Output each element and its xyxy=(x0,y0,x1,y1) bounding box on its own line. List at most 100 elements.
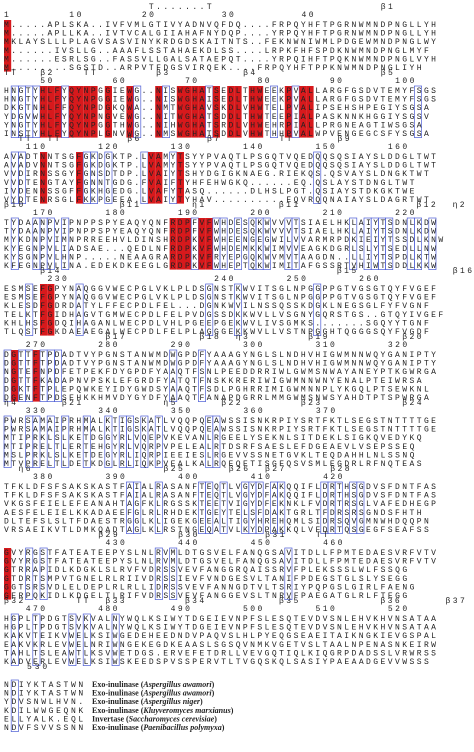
sequence: VVDIRNSSGYFGNSDTDP.LVAIYTSHYDGIGKNAEG.RI… xyxy=(4,170,429,179)
identical-column xyxy=(76,152,84,204)
similar-column xyxy=(10,217,19,270)
identical-column xyxy=(47,86,55,138)
similar-column xyxy=(234,283,242,336)
similar-column xyxy=(154,547,163,600)
similar-column xyxy=(104,151,113,204)
similar-column xyxy=(133,481,142,534)
similar-column xyxy=(313,151,322,204)
ruler: 470 480 490 500 510 520 xyxy=(4,605,407,614)
similar-column xyxy=(349,217,358,270)
sequence: KLESDFGDRDATYLFFECPDLFEL...DGNKWVILNSSQS… xyxy=(4,302,429,311)
ruler: 170 180 190 200 210 220 xyxy=(4,209,415,218)
similar-column xyxy=(126,415,134,468)
identical-column xyxy=(11,350,19,402)
sequence: DLTEFSLSLTFDAESTRGGLKLIGEKGEEALTIGYHREHQ… xyxy=(4,517,429,526)
similar-column xyxy=(270,85,278,138)
similar-column xyxy=(277,481,286,534)
ruler: 50 60 70 80 90 100 xyxy=(4,77,415,86)
identical-column xyxy=(47,284,55,336)
similar-column xyxy=(3,415,12,468)
identical-column xyxy=(54,86,62,138)
sequence: IVDENNSSGFFGKHGEDG.LVAFYTASQ......DLHSLP… xyxy=(4,187,415,196)
similar-column xyxy=(61,415,70,468)
ruler: 330 340 350 360 370 xyxy=(4,407,335,416)
similar-column xyxy=(82,415,91,468)
sequence: DGKTFTPLEPQWKEYIDYGWDSYAAQTFSDLPGHRRIMIG… xyxy=(4,385,429,394)
identical-column xyxy=(184,86,192,138)
sequence: GGTSRSVDLELDEPLRLRLLIDRSSVEVFANNGDTVLTSR… xyxy=(4,583,415,592)
sequence: TLQSTFGKDAEAEGALWECPDLFELPLAGGGEKKWVLLVS… xyxy=(4,328,429,337)
similar-column xyxy=(111,613,120,666)
ruler: 1 10 20 30 40 xyxy=(4,11,314,20)
identical-column xyxy=(40,284,48,336)
identical-column xyxy=(169,218,177,270)
similar-column xyxy=(334,481,343,534)
identical-column xyxy=(4,548,12,600)
sequence: VYDTENRSGLFKKPGEEA.LVAIYTYHAV..........E… xyxy=(4,196,429,205)
organism: Kluyveromyces marxianus xyxy=(142,706,230,715)
similar-column xyxy=(54,349,62,402)
paren: ) xyxy=(214,714,217,723)
identical-column xyxy=(104,86,112,138)
protein-name: Exo-inulinase xyxy=(92,689,139,698)
identical-column xyxy=(306,86,314,138)
protein-name: Invertase xyxy=(92,714,124,723)
identical-column xyxy=(90,86,98,138)
similar-column xyxy=(68,613,77,666)
paren: ) xyxy=(212,689,215,698)
secondary-structure: β14 β15 β16 xyxy=(4,267,472,276)
paren: ( xyxy=(139,697,144,706)
sequence: VRSAEIKVTLDMKQADTAGLKLRSTNGEQATVLKYDPAKK… xyxy=(4,526,429,535)
similar-column xyxy=(154,415,163,468)
legend-entry: Invertase (Saccharomyces cerevisiae) xyxy=(92,714,217,723)
similar-column xyxy=(90,151,98,204)
identical-column xyxy=(76,86,84,138)
similar-column xyxy=(428,217,437,270)
protein-name: Exo-inulinase xyxy=(92,680,139,689)
identical-column xyxy=(184,218,192,270)
similar-column xyxy=(162,85,170,138)
sequence: MSLPRKLSLKETDEGYRLIQRPIEEIESLRGEVVSSNETG… xyxy=(4,451,415,460)
paren: ( xyxy=(139,706,144,715)
paren: ) xyxy=(212,680,215,689)
similar-column xyxy=(414,85,422,138)
identical-column xyxy=(176,86,184,138)
paren: ) xyxy=(231,706,234,715)
similar-column xyxy=(205,481,214,534)
identical-column xyxy=(176,218,184,270)
paren: ( xyxy=(124,714,129,723)
similar-column xyxy=(219,481,228,534)
paren: ( xyxy=(139,689,144,698)
identical-column xyxy=(299,86,307,138)
protein-name: Exo-inulinase xyxy=(92,723,139,732)
paren: ( xyxy=(139,680,144,689)
sequence: VVDTENGTAYFGNNTGDG.FVAIFTYHFEHWGKQ......… xyxy=(4,179,415,188)
identical-column xyxy=(40,152,48,204)
sequence: MYKDNPVIMNPRREEHVLDINSHRDPKVFWHEENGEGWIL… xyxy=(4,236,443,245)
identical-column xyxy=(155,152,163,204)
sequence: KDILWWGEQNK xyxy=(4,707,83,716)
identical-column xyxy=(83,86,91,138)
similar-column xyxy=(104,415,113,468)
similar-column xyxy=(46,415,55,468)
sequence: KHLHSFGDQIHAGANLWECPDLVHLPGEEPGEKWVLIVSG… xyxy=(4,319,429,328)
similar-column xyxy=(414,217,422,270)
sequence: NDVFSVVSSNN xyxy=(4,724,83,733)
identical-column xyxy=(126,86,134,138)
similar-column xyxy=(32,415,41,468)
identical-column xyxy=(198,218,206,270)
similar-column xyxy=(75,283,84,336)
sequence: MTIPRELTLERTEHGYRLVQRPVPELEALRTDSRFSAESL… xyxy=(4,443,415,452)
identical-column xyxy=(198,86,206,138)
similar-column xyxy=(385,217,394,270)
secondary-structure: β29 β30 β31 TT xyxy=(4,531,328,540)
similar-column xyxy=(219,217,228,270)
sequence: DKGTNHLFFQYNPDGKQWA..NMTWGHAVSKDLVHWTELP… xyxy=(4,104,429,113)
sequence: M......IVSLLG..AAAFLSSTAHAEKDLSS....LRPK… xyxy=(4,47,429,56)
sequence: YDVSNWLHVN. xyxy=(4,698,83,707)
identical-column xyxy=(212,86,220,138)
identical-column xyxy=(256,86,264,138)
paren: ) xyxy=(222,723,225,732)
legend-entry: Exo-inulinase (Kluyveromyces marxianus) xyxy=(92,706,234,715)
identical-column xyxy=(205,218,213,270)
